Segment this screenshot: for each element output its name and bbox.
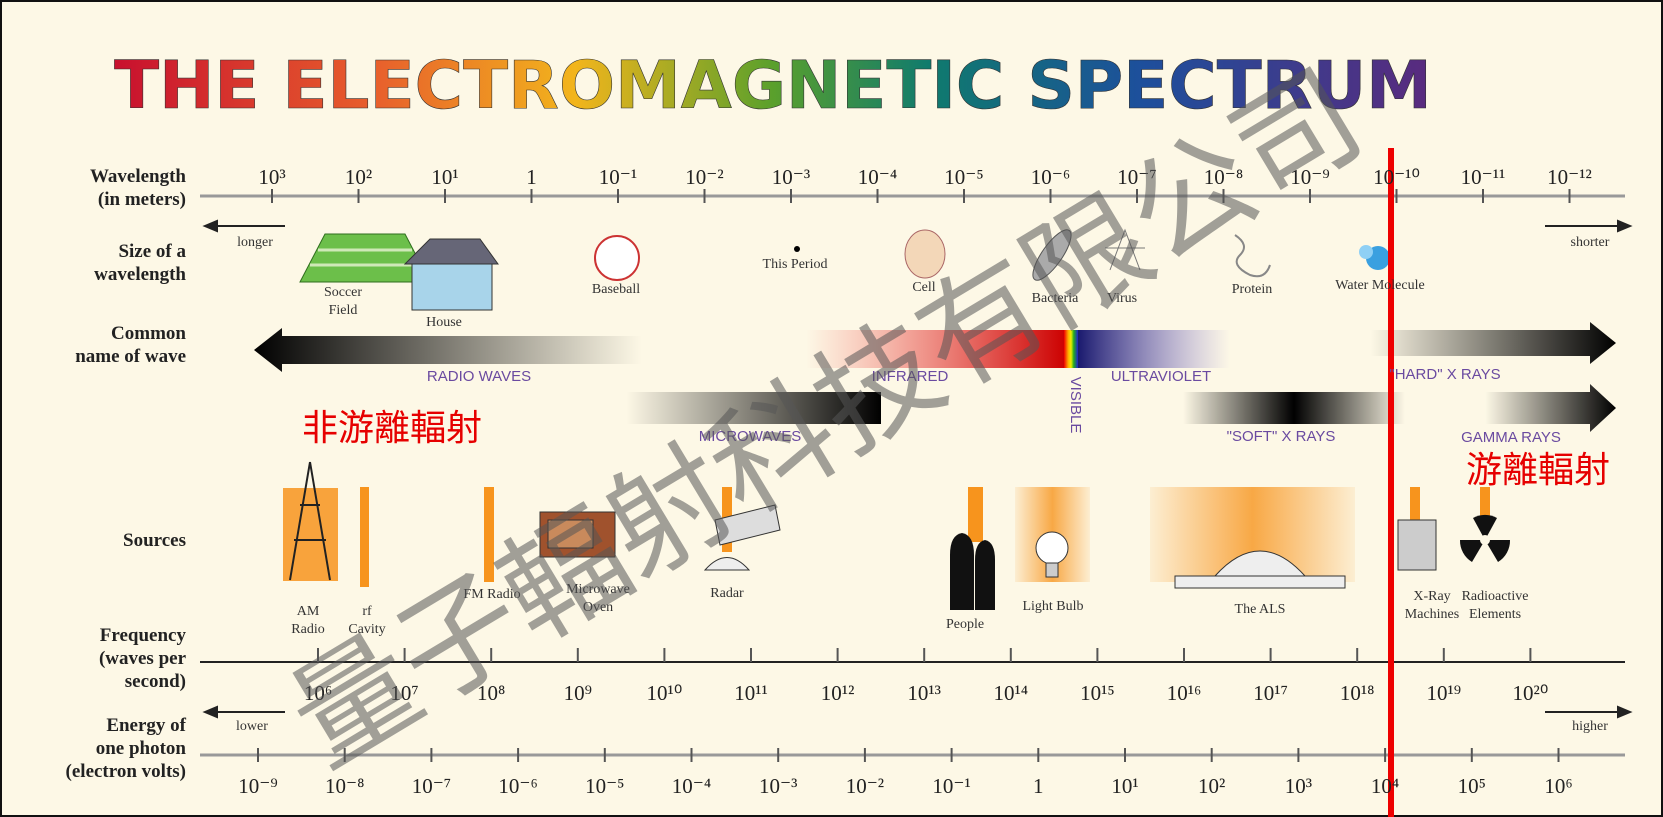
frequency-ticks-label: 10¹⁰	[647, 681, 683, 705]
row-label-line: Sources	[123, 530, 186, 551]
size-label-line: House	[426, 315, 462, 330]
source-label: Radar	[710, 586, 744, 601]
size-label: Protein	[1232, 282, 1272, 297]
energy-ticks-label: 10⁵	[1458, 774, 1486, 798]
energy-ticks-label: 10⁻⁶	[498, 774, 537, 798]
row-label-line: second)	[125, 671, 186, 692]
size-label-line: Soccer	[324, 285, 362, 300]
row-label-line: Size of a	[118, 241, 186, 262]
row-label-line: (waves per	[99, 648, 187, 669]
wavelength-ticks-label: 10⁻¹¹	[1461, 165, 1506, 189]
size-label-line: This Period	[763, 257, 828, 272]
annotation: 游離輻射	[1466, 450, 1610, 491]
wavelength-ticks-label: 10⁻⁴	[858, 165, 897, 189]
wave-name: "SOFT" X RAYS	[1227, 428, 1336, 445]
wavelength-ticks-label: 10³	[258, 165, 285, 189]
source-label: People	[946, 617, 984, 632]
frequency-ticks-label: 10¹⁶	[1167, 681, 1202, 705]
wave-name: ULTRAVIOLET	[1111, 368, 1211, 385]
wavelength-ticks-label: 10⁻³	[772, 165, 810, 189]
direction-label: higher	[1572, 719, 1608, 734]
source-label: The ALS	[1235, 602, 1286, 617]
frequency-ticks-label: 10¹³	[907, 681, 941, 705]
source-label-line: Radar	[710, 586, 744, 601]
direction-label: shorter	[1571, 235, 1610, 250]
row-label-line: Common	[111, 323, 186, 344]
direction-label: lower	[236, 719, 268, 734]
row-label: Sources	[123, 530, 186, 551]
energy-ticks-label: 10⁴	[1371, 774, 1399, 798]
frequency-ticks-label: 10¹⁵	[1080, 681, 1115, 705]
energy-ticks-label: 10⁻⁹	[238, 774, 277, 798]
frequency-ticks-label: 10⁹	[564, 681, 592, 705]
frequency-ticks-label: 10¹¹	[734, 681, 768, 705]
size-label: Water Molecule	[1335, 278, 1424, 293]
source-label-line: AM	[297, 604, 320, 619]
energy-ticks-label: 10⁻³	[759, 774, 797, 798]
wavelength-ticks-label: 10⁻¹	[599, 165, 637, 189]
energy-ticks-label: 10⁻⁵	[585, 774, 624, 798]
wave-name: "HARD" X RAYS	[1389, 366, 1500, 383]
source-label-line: Elements	[1469, 607, 1521, 622]
frequency-ticks-label: 10¹⁷	[1253, 681, 1288, 705]
row-label-line: (electron volts)	[66, 761, 186, 782]
annotation: 非游離輻射	[302, 408, 482, 449]
wavelength-ticks-label: 10⁻⁶	[1031, 165, 1070, 189]
size-label: This Period	[763, 257, 828, 272]
wavelength-ticks-label: 10¹	[431, 165, 458, 189]
energy-ticks-label: 10¹	[1111, 774, 1138, 798]
wavelength-ticks-label: 10⁻²	[685, 165, 723, 189]
frequency-ticks-label: 10¹⁸	[1340, 681, 1375, 705]
energy-ticks-label: 10⁻⁷	[412, 774, 451, 798]
size-label-line: Baseball	[592, 282, 640, 297]
energy-ticks-label: 1	[1033, 774, 1044, 798]
frequency-ticks-label: 10¹⁹	[1426, 681, 1461, 705]
row-label-line: wavelength	[94, 264, 186, 285]
spectrum-diagram: THE ELECTROMAGNETIC SPECTRUM	[0, 0, 1663, 817]
wavelength-ticks-label: 10⁻¹⁰	[1373, 165, 1420, 189]
energy-ticks-label: 10⁻²	[846, 774, 884, 798]
source-label-line: Radio	[291, 622, 324, 637]
energy-ticks-label: 10²	[1198, 774, 1225, 798]
source-label: Light Bulb	[1022, 599, 1083, 614]
wave-name: VISIBLE	[1067, 377, 1084, 434]
size-label-line: Protein	[1232, 282, 1272, 297]
source-label-line: The ALS	[1235, 602, 1286, 617]
source-label-line: Radioactive	[1462, 589, 1529, 604]
wavelength-ticks-label: 1	[526, 165, 537, 189]
size-label-line: Water Molecule	[1335, 278, 1424, 293]
wavelength-ticks-label: 10⁻¹²	[1547, 165, 1592, 189]
source-label-line: X-Ray	[1413, 589, 1450, 604]
size-label-line: Field	[329, 303, 358, 318]
wavelength-ticks-label: 10⁻⁵	[944, 165, 983, 189]
source-label-line: People	[946, 617, 984, 632]
frequency-ticks-label: 10²⁰	[1513, 681, 1549, 705]
row-label-line: Frequency	[100, 625, 187, 646]
wave-name: RADIO WAVES	[427, 368, 531, 385]
source-label-line: Machines	[1405, 607, 1459, 622]
wavelength-ticks-label: 10²	[345, 165, 372, 189]
energy-ticks-label: 10⁻¹	[932, 774, 970, 798]
row-label-line: one photon	[96, 738, 187, 759]
row-label-line: name of wave	[75, 346, 186, 367]
energy-ticks-label: 10⁶	[1544, 774, 1572, 798]
energy-ticks-label: 10⁻⁴	[672, 774, 711, 798]
size-label: House	[426, 315, 462, 330]
source-label-line: Light Bulb	[1022, 599, 1083, 614]
frequency-ticks-label: 10¹⁴	[993, 681, 1028, 705]
frequency-ticks-label: 10¹²	[821, 681, 855, 705]
wave-name: GAMMA RAYS	[1461, 429, 1561, 446]
direction-label: longer	[237, 235, 273, 250]
row-label-line: Wavelength	[90, 166, 186, 187]
row-label-line: Energy of	[106, 715, 186, 736]
energy-ticks-label: 10³	[1285, 774, 1312, 798]
size-label: Baseball	[592, 282, 640, 297]
row-label-line: (in meters)	[98, 189, 186, 210]
